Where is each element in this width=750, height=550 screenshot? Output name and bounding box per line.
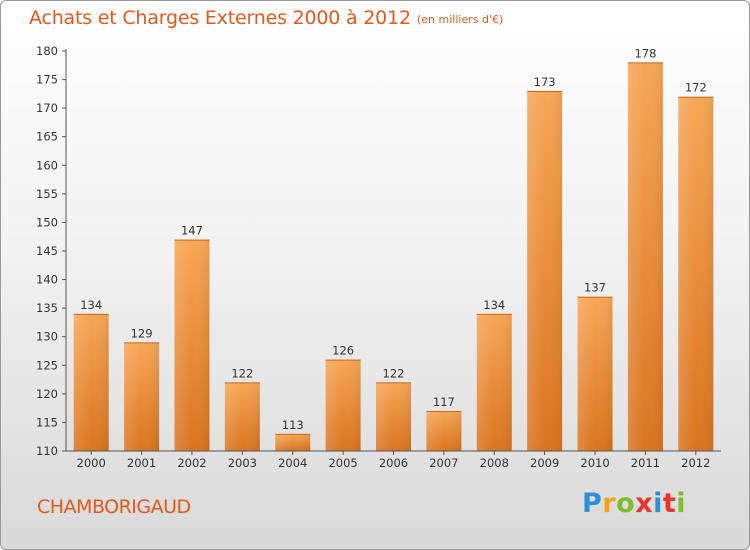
logo-letter: o	[616, 488, 636, 519]
bar-shine	[224, 382, 260, 451]
y-tick-label: 175	[36, 73, 58, 87]
x-tick-label: 2010	[580, 456, 609, 470]
bar-shine	[527, 91, 563, 451]
bars: 134 129 147 122 113 126 122 117 134 173 137 178 172	[73, 46, 714, 452]
bar-shine	[476, 313, 512, 451]
y-tick-label: 130	[36, 330, 58, 344]
x-tick-label: 2001	[127, 456, 156, 470]
x-tick-label: 2009	[530, 456, 559, 470]
logo-letter: P	[582, 488, 603, 519]
logo-letter: i	[676, 488, 687, 519]
logo-letter: t	[662, 488, 677, 519]
bar-value-label: 126	[332, 344, 354, 358]
bar-shine	[174, 239, 210, 451]
x-tick-label: 2008	[480, 456, 509, 470]
bar-value-label: 129	[131, 326, 153, 340]
y-tick-label: 155	[36, 187, 58, 201]
bar-shine	[73, 313, 109, 451]
bar-shine	[376, 382, 411, 451]
x-tick-label: 2004	[278, 456, 307, 470]
bar-value-label: 147	[181, 224, 203, 238]
bar-value-label: 122	[231, 366, 253, 380]
y-tick-label: 115	[36, 415, 58, 429]
x-tick-label: 2007	[429, 456, 458, 470]
bar-value-label: 117	[433, 395, 455, 409]
x-tick-label: 2011	[631, 456, 660, 470]
y-tick-label: 135	[36, 301, 58, 315]
bar-shine	[627, 62, 663, 452]
y-tick-label: 140	[36, 273, 58, 287]
commune-name: CHAMBORIGAUD	[37, 496, 191, 518]
y-tick-label: 120	[36, 387, 58, 401]
bar-shine	[426, 411, 462, 451]
y-tick-label: 170	[36, 101, 58, 115]
x-tick-label: 2012	[681, 456, 710, 470]
logo-letter: x	[635, 488, 654, 519]
bar-shine	[325, 359, 361, 451]
y-tick-label: 160	[36, 158, 58, 172]
bar-value-label: 122	[383, 366, 405, 380]
bar-shine	[678, 96, 714, 451]
x-tick-label: 2003	[228, 456, 257, 470]
proxiti-logo: Proxiti	[582, 488, 686, 519]
x-tick-label: 2005	[328, 456, 357, 470]
y-tick-label: 165	[36, 130, 58, 144]
bar-value-label: 113	[282, 418, 304, 432]
bar-value-label: 178	[634, 46, 656, 60]
bar-shine	[124, 342, 160, 451]
y-axis: 110 115 120 125 130 135 140 145 150 155 160 165 170 1…	[36, 44, 67, 458]
bar-shine	[577, 296, 613, 451]
y-tick-label: 150	[36, 215, 58, 229]
y-tick-label: 145	[36, 244, 58, 258]
bar-value-label: 173	[534, 75, 556, 89]
bar-shine	[275, 433, 311, 451]
x-tick-label: 2000	[77, 456, 106, 470]
bar-value-label: 137	[584, 281, 606, 295]
bar-value-label: 134	[483, 298, 505, 312]
y-tick-label: 110	[36, 444, 58, 458]
y-tick-label: 125	[36, 358, 58, 372]
x-axis: 2000 2001 2002 2003 2004 2005 2006 2007 2008 2009…	[66, 450, 721, 470]
x-tick-label: 2006	[379, 456, 408, 470]
bar-value-label: 172	[685, 81, 707, 95]
x-tick-label: 2002	[177, 456, 206, 470]
chart-title: Achats et Charges Externes 2000 à 2012	[29, 7, 411, 29]
logo-letter: r	[602, 488, 617, 519]
y-tick-label: 180	[36, 44, 58, 58]
logo-letter: i	[653, 488, 663, 519]
chart-subtitle: (en milliers d'€)	[417, 13, 504, 26]
bar-value-label: 134	[80, 298, 102, 312]
